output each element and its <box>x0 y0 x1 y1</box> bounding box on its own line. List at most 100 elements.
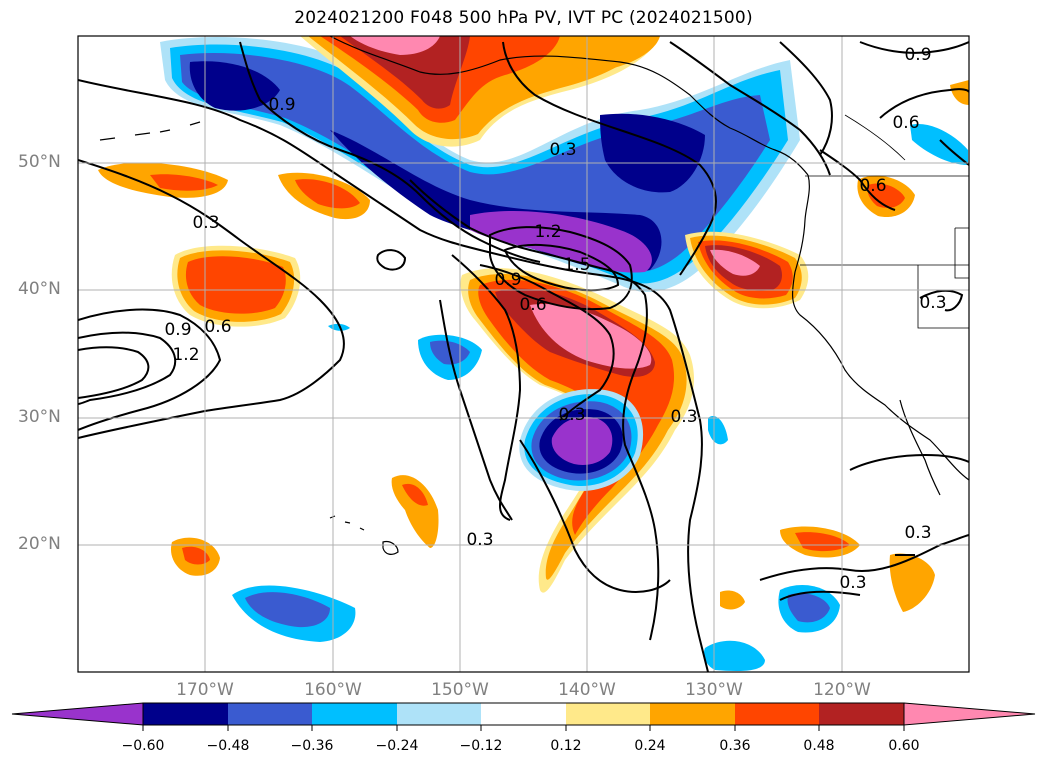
pos-band-pink <box>530 304 652 369</box>
contour-label: 0.3 <box>466 530 493 550</box>
contour-6 <box>239 41 541 263</box>
contour-label: 0.9 <box>164 320 191 340</box>
lon-label-140w: 140°W <box>558 680 616 700</box>
coastline-bc <box>792 174 969 481</box>
contour-16 <box>879 88 969 119</box>
colorbar-bin <box>228 703 312 725</box>
pos-blob-w1-ro <box>185 256 286 314</box>
contour-label: 0.6 <box>204 317 231 337</box>
pos-orange-ne <box>560 36 660 72</box>
colorbar-tick-label: −0.60 <box>121 738 165 754</box>
lat-label-50: 50°N <box>18 152 61 172</box>
border-ca-nv <box>917 265 969 329</box>
colorbar-bin <box>397 703 481 725</box>
pos-blob-s-ro <box>795 532 850 552</box>
contour-10 <box>451 254 522 521</box>
neg-purple-band <box>470 210 652 273</box>
colorbar-tick-label: −0.12 <box>459 738 503 754</box>
colorbar-tick-label: 0.36 <box>719 738 751 754</box>
neg-blob-sw-r <box>245 592 330 628</box>
contour-label: 0.3 <box>670 407 697 427</box>
neg-navy-nw1 <box>189 61 280 111</box>
colorbar <box>11 702 1036 731</box>
colorbar-tick-label: −0.24 <box>375 738 419 754</box>
colorbar-tick-label: 0.24 <box>634 738 666 754</box>
contour-label: 1.5 <box>563 255 590 275</box>
colorbar-bin <box>481 703 566 725</box>
coastline-alaska <box>329 36 809 176</box>
colorbar-bin <box>735 703 819 725</box>
colorbar-tick-label: 0.48 <box>803 738 835 754</box>
lon-label-130w: 130°W <box>685 680 743 700</box>
contour-label: 0.3 <box>904 523 931 543</box>
pos-pink-n <box>350 36 440 55</box>
island-hawaii <box>382 540 399 555</box>
contour-18 <box>376 249 407 271</box>
lon-label-150w: 150°W <box>431 680 489 700</box>
contour-layer <box>78 41 969 672</box>
lat-label-40: 40°N <box>18 279 61 299</box>
colorbar-bin <box>312 703 397 725</box>
lon-label-170w: 170°W <box>176 680 234 700</box>
contour-label: 0.9 <box>904 45 931 65</box>
border-misc <box>954 227 969 279</box>
colorbar-tick-label: −0.36 <box>290 738 334 754</box>
pos-blob-sw-ro <box>402 483 428 506</box>
pos-blob-ne-pk <box>710 249 760 276</box>
colorbar-bin <box>819 703 904 725</box>
border-layer <box>800 114 969 329</box>
plot-frame <box>77 35 970 673</box>
lat-label-20: 20°N <box>18 534 61 554</box>
colorbar-tick-label: 0.60 <box>888 738 920 754</box>
colorbar-frame <box>142 702 905 726</box>
contour-14 <box>779 41 833 156</box>
pos-blob-se2 <box>889 553 935 612</box>
contour-label: 0.6 <box>859 176 886 196</box>
lon-label-160w: 160°W <box>304 680 362 700</box>
contour-label: 1.2 <box>172 345 199 365</box>
neg-blob-s2 <box>703 640 765 671</box>
neg-blob-purple <box>551 416 613 465</box>
contour-label: 0.3 <box>549 140 576 160</box>
neg-blob-se-r <box>787 593 830 623</box>
lat-label-30: 30°N <box>18 407 61 427</box>
contour-3 <box>78 308 222 431</box>
contour-13 <box>669 41 831 176</box>
coastline-layer <box>99 36 969 555</box>
pos-blob-small <box>720 590 745 610</box>
pos-blob-w3-ro <box>295 179 360 209</box>
contour-1 <box>78 79 709 672</box>
neg-blob-small <box>708 416 728 445</box>
coastline-baja <box>899 399 941 496</box>
colorbar-bin <box>650 703 735 725</box>
contour-label: 0.9 <box>268 95 295 115</box>
colorbar-bin <box>143 703 228 725</box>
contour-label: 0.3 <box>558 405 585 425</box>
contour-22 <box>759 534 969 581</box>
neg-navy-nw2 <box>600 113 705 193</box>
contour-label: 0.6 <box>892 113 919 133</box>
contour-label-layer: 0.9 0.3 0.6 0.3 1.2 0.9 0.6 0.3 0.6 0.9 … <box>164 45 946 593</box>
contour-25 <box>779 590 861 601</box>
contour-19 <box>919 289 964 312</box>
contour-label: 0.3 <box>192 213 219 233</box>
map-title: 2024021200 F048 500 hPa PV, IVT PC (2024… <box>294 8 753 28</box>
pos-blob-w2-ro <box>150 174 218 191</box>
colorbar-arrow-left <box>11 702 144 726</box>
colorbar-tick-label: −0.48 <box>206 738 250 754</box>
pos-blob-20n-ro <box>182 546 210 565</box>
colorbar-bin <box>566 703 650 725</box>
contour-label: 0.9 <box>494 270 521 290</box>
contour-2 <box>78 159 345 439</box>
colorbar-tick-label: 0.12 <box>550 738 582 754</box>
contour-12 <box>502 41 717 276</box>
neg-blob-ne2 <box>910 124 968 165</box>
contour-label: 1.2 <box>534 222 561 242</box>
colorbar-arrow-right <box>903 702 1036 726</box>
pos-blob-e-ro <box>867 183 905 208</box>
contour-label: 0.3 <box>839 573 866 593</box>
contour-15 <box>859 41 969 54</box>
contour-8 <box>489 226 633 311</box>
pos-blob-sw <box>391 475 439 548</box>
